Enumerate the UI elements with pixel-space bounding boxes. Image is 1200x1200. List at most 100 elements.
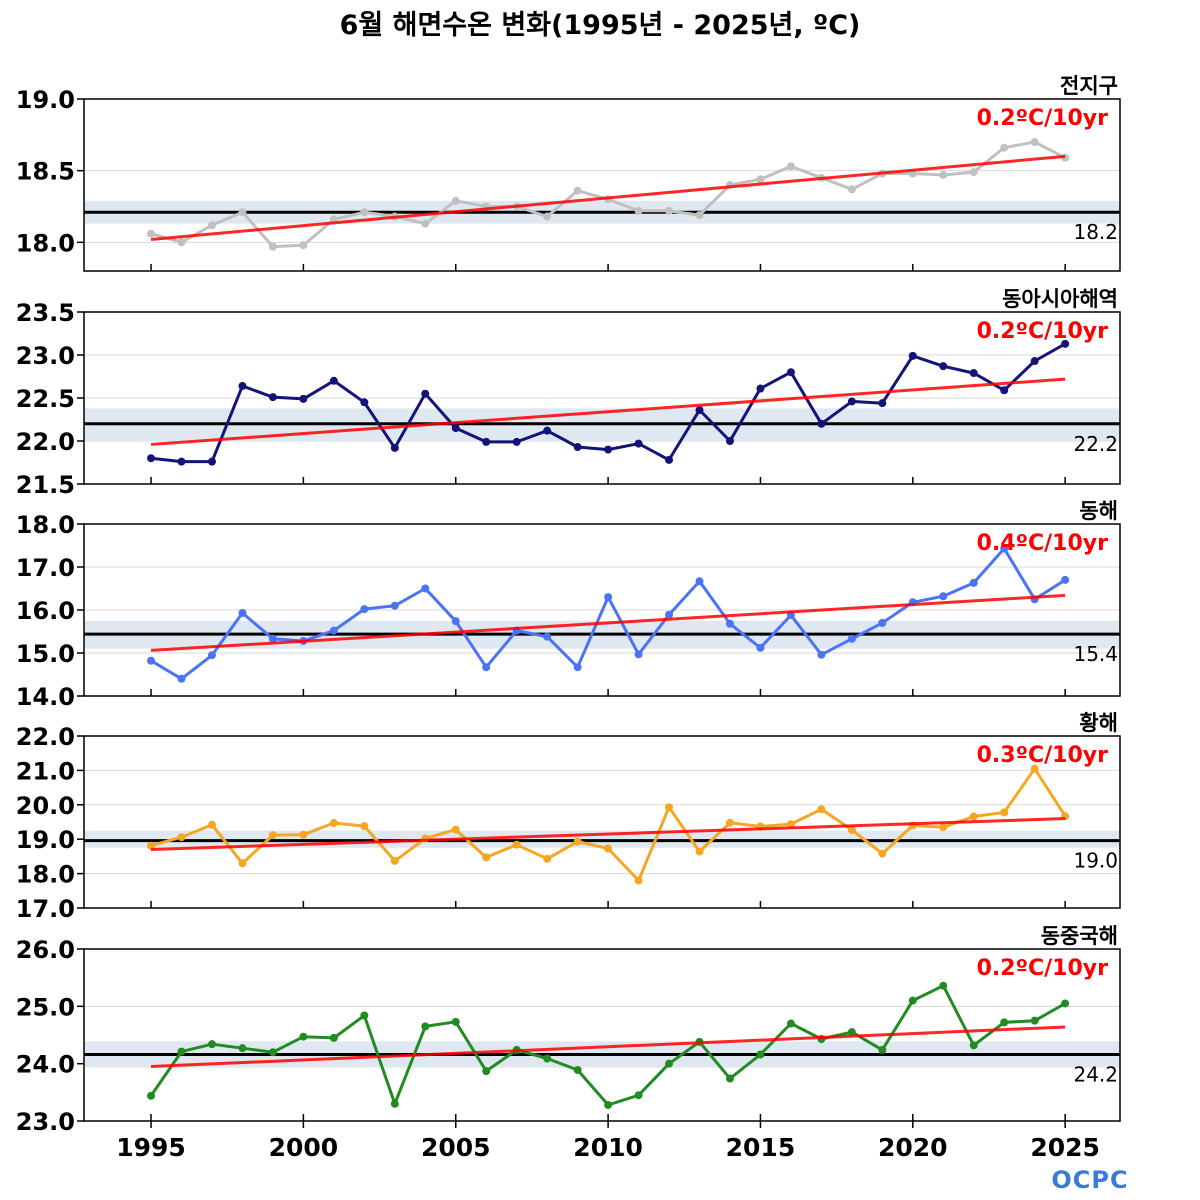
data-point [847,185,856,194]
data-point [390,443,399,452]
data-point [238,1044,247,1053]
data-point [147,454,156,463]
data-point [1061,339,1070,348]
data-point [299,830,308,839]
trend-label: 0.2ºC/10yr [977,319,1109,344]
data-point [147,656,156,665]
data-point [147,841,156,850]
data-point [756,384,765,393]
y-tick-label: 14.0 [16,683,75,711]
data-point [695,577,704,586]
panel-1: 21.5 22.0 22.5 23.0 23.5 동아시아해역 0.2ºC/10yr 22.2 [16,287,1121,499]
data-point [878,849,887,858]
normal-value-label: 19.0 [1073,849,1118,873]
data-point [177,1047,186,1056]
data-point [299,1032,308,1041]
y-tick-label: 24.0 [16,1051,75,1079]
data-point [725,437,734,445]
y-tick-label: 16.0 [16,597,75,625]
data-point [665,610,674,619]
y-tick-label: 22.0 [16,723,75,751]
normal-value-label: 18.2 [1073,220,1118,244]
trend-label: 0.2ºC/10yr [977,956,1109,981]
trend-line [150,593,1066,652]
y-tick-label: 15.0 [16,640,75,668]
panel-name: 동중국해 [1041,924,1118,948]
y-tick-label: 22.0 [16,428,75,456]
data-point [207,820,216,829]
series-line [150,547,1067,681]
data-point [177,674,186,683]
data-point [786,1019,795,1028]
x-tick-label: 2010 [573,1133,643,1162]
data-point [268,1048,277,1057]
data-point [878,399,887,408]
y-tick-label: 25.0 [16,993,75,1021]
data-point [817,419,826,428]
data-point [390,856,399,865]
data-point [634,650,643,659]
data-point [1000,808,1009,817]
data-point [360,208,369,217]
data-point [939,981,948,990]
data-point [329,819,338,828]
data-point [421,584,430,593]
y-tick-label: 21.0 [16,757,75,785]
data-point [1000,386,1009,395]
y-tick-label: 26.0 [16,936,75,964]
data-point [665,455,674,464]
data-point [421,219,430,228]
data-point [238,381,247,390]
data-point [604,445,613,454]
data-point [299,394,308,403]
data-point [360,1011,369,1020]
data-point [725,818,734,827]
panel-name: 동아시아해역 [1002,287,1118,311]
y-tick-label: 19.0 [16,86,75,114]
data-point [451,825,460,834]
data-point [1030,1016,1039,1025]
data-point [847,1028,856,1037]
data-point [695,406,704,415]
trend-label: 0.4ºC/10yr [977,531,1109,556]
y-tick-label: 18.0 [16,511,75,539]
data-point [329,376,338,385]
panels: 18.0 18.5 19.0 전지구 0.2ºC/10yr 18.2 21.5 22.0 22.… [16,74,1121,1136]
data-point [482,663,491,672]
data-point [1030,138,1039,146]
data-point [1030,764,1039,773]
data-point [207,1040,216,1049]
data-point [207,221,216,230]
data-point [421,389,430,398]
x-tick-label: 2020 [878,1133,948,1162]
y-tick-label: 18.0 [16,229,75,257]
data-point [147,229,156,238]
data-point [939,823,948,832]
chart-title: 6월 해면수온 변화(1995년 - 2025년, ºC) [340,10,861,41]
data-point [573,837,582,846]
data-point [360,822,369,831]
data-point [634,1091,643,1100]
data-point [1000,1018,1009,1027]
data-point [969,369,978,378]
data-point [756,643,765,652]
data-point [177,457,186,466]
data-point [147,1091,156,1100]
data-point [482,437,491,446]
panel-name: 전지구 [1060,74,1118,98]
data-point [360,398,369,407]
panel-name: 황해 [1079,711,1118,735]
trend-line [150,817,1066,852]
data-point [268,831,277,840]
x-tick-label: 2015 [726,1133,796,1162]
data-point [786,368,795,377]
series-line [150,140,1066,249]
data-point [268,634,277,643]
data-point [695,211,704,220]
x-tick-label: 1995 [116,1133,186,1162]
data-point [969,812,978,821]
data-point [451,424,460,433]
data-point [847,397,856,406]
data-point [786,820,795,829]
